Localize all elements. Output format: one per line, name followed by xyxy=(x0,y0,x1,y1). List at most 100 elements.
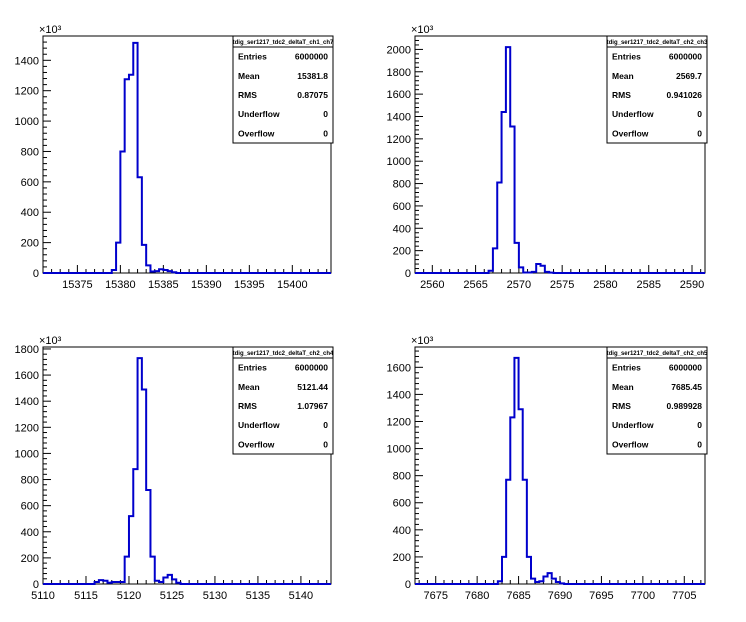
y-tick-label: 1400 xyxy=(387,389,411,401)
stats-label: Mean xyxy=(612,71,634,81)
stats-value: 0.941026 xyxy=(667,90,703,100)
x-tick-label: 2580 xyxy=(593,279,617,291)
y-tick-label: 0 xyxy=(33,579,39,591)
x-tick-label: 7685 xyxy=(506,590,530,602)
stats-label: Entries xyxy=(238,52,267,62)
stats-label: Overflow xyxy=(238,439,275,449)
y-tick-label: 1800 xyxy=(15,344,39,356)
x-tick-label: 5115 xyxy=(74,590,98,602)
stats-value: 15381.8 xyxy=(297,71,328,81)
histogram-series-line xyxy=(43,357,331,585)
stats-value: 6000000 xyxy=(669,52,702,62)
y-tick-label: 400 xyxy=(393,525,411,537)
x-tick-label: 15380 xyxy=(105,279,136,291)
y-tick-label: 0 xyxy=(405,268,411,280)
x-tick-label: 7690 xyxy=(548,590,572,602)
y-tick-label: 1600 xyxy=(15,370,39,382)
stats-box xyxy=(606,346,708,455)
x-tick-label: 2560 xyxy=(420,279,444,291)
x-tick-label: 7705 xyxy=(672,590,696,602)
x-tick-label: 2570 xyxy=(507,279,531,291)
stats-value: 6000000 xyxy=(295,363,328,373)
stats-label: RMS xyxy=(612,401,631,411)
y-tick-label: 400 xyxy=(21,527,39,539)
stats-label: Mean xyxy=(238,382,260,392)
stats-label: Overflow xyxy=(612,439,649,449)
stats-value: 0.989928 xyxy=(667,401,703,411)
stats-box xyxy=(606,35,708,144)
stats-label: Underflow xyxy=(612,420,654,430)
y-tick-label: 1200 xyxy=(387,416,411,428)
stats-value: 5121.44 xyxy=(297,382,328,392)
stats-label: Overflow xyxy=(612,128,649,138)
stats-label: Underflow xyxy=(612,109,654,119)
x-tick-label: 7695 xyxy=(589,590,613,602)
x-tick-label: 5140 xyxy=(289,590,313,602)
y-tick-label: 1400 xyxy=(15,396,39,408)
x-tick-label: 15385 xyxy=(148,279,179,291)
stats-box xyxy=(232,35,334,144)
stats-value: 1.07967 xyxy=(297,401,328,411)
y-tick-label: 200 xyxy=(21,238,39,250)
stats-label: Mean xyxy=(612,382,634,392)
stats-value: 0 xyxy=(697,439,702,449)
y-tick-label: 2000 xyxy=(387,44,411,56)
x-tick-label: 2585 xyxy=(636,279,660,291)
x-tick-label: 15390 xyxy=(191,279,222,291)
x-tick-label: 5130 xyxy=(203,590,227,602)
histogram-series-line xyxy=(415,46,705,274)
y-tick-label: 600 xyxy=(393,201,411,213)
stats-value: 0.87075 xyxy=(297,90,328,100)
y-tick-label: 800 xyxy=(21,475,39,487)
x-tick-label: 7680 xyxy=(465,590,489,602)
stats-value: 0 xyxy=(323,128,328,138)
y-tick-label: 1200 xyxy=(15,422,39,434)
x-tick-label: 5110 xyxy=(31,590,55,602)
y-tick-label: 600 xyxy=(21,501,39,513)
stats-title: tdig_ser1217_tdc2_deltaT_ch2_ch5 xyxy=(607,351,708,357)
x-tick-label: 15375 xyxy=(62,279,93,291)
y-tick-label: 1200 xyxy=(15,86,39,98)
y-tick-label: 200 xyxy=(393,246,411,258)
x-tick-label: 5135 xyxy=(246,590,270,602)
y-tick-label: 1600 xyxy=(387,362,411,374)
y-multiplier-label: ×10³ xyxy=(411,24,434,36)
y-tick-label: 1000 xyxy=(15,116,39,128)
y-tick-label: 800 xyxy=(393,471,411,483)
x-tick-label: 5120 xyxy=(117,590,141,602)
y-tick-label: 1000 xyxy=(15,448,39,460)
y-tick-label: 600 xyxy=(393,498,411,510)
y-multiplier-label: ×10³ xyxy=(39,335,62,347)
histogram-pad-ch2-ch4: ×10³ 0 200 400 600 800 1000 1200 1400 1600 1800 51… xyxy=(15,335,335,602)
y-tick-label: 1000 xyxy=(387,156,411,168)
stats-label: Mean xyxy=(238,71,260,81)
x-tick-label: 2590 xyxy=(680,279,704,291)
x-tick-label: 5125 xyxy=(160,590,184,602)
x-tick-label: 7675 xyxy=(423,590,447,602)
y-tick-label: 1600 xyxy=(387,89,411,101)
y-tick-label: 1000 xyxy=(387,444,411,456)
y-tick-label: 200 xyxy=(393,552,411,564)
stats-label: RMS xyxy=(238,90,257,100)
stats-label: Entries xyxy=(612,52,641,62)
x-tick-label: 15400 xyxy=(277,279,308,291)
y-tick-label: 600 xyxy=(21,177,39,189)
y-tick-label: 0 xyxy=(33,268,39,280)
y-tick-label: 800 xyxy=(21,146,39,158)
y-tick-label: 0 xyxy=(405,579,411,591)
x-tick-label: 15395 xyxy=(234,279,265,291)
stats-label: Entries xyxy=(612,363,641,373)
stats-value: 0 xyxy=(697,420,702,430)
stats-value: 7685.45 xyxy=(671,382,702,392)
y-tick-label: 800 xyxy=(393,179,411,191)
y-tick-label: 1400 xyxy=(15,55,39,67)
stats-value: 0 xyxy=(697,128,702,138)
y-tick-label: 1800 xyxy=(387,67,411,79)
y-tick-label: 1400 xyxy=(387,111,411,123)
x-tick-label: 7700 xyxy=(631,590,655,602)
stats-label: RMS xyxy=(612,90,631,100)
stats-value: 6000000 xyxy=(669,363,702,373)
stats-value: 6000000 xyxy=(295,52,328,62)
y-multiplier-label: ×10³ xyxy=(39,24,62,36)
